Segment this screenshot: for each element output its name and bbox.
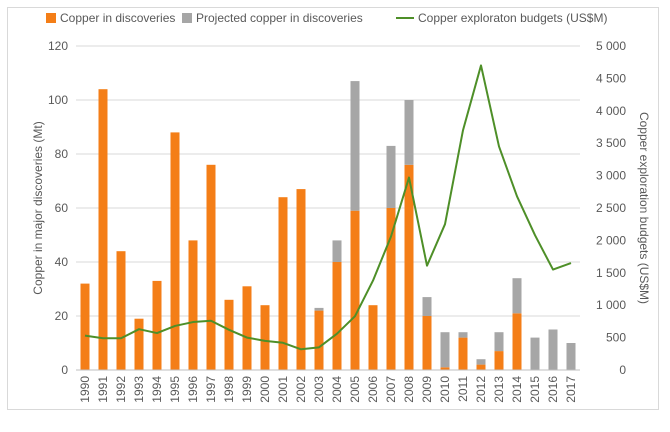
x-tick-label: 2002 bbox=[294, 376, 308, 403]
y2-tick-label: 500 bbox=[606, 331, 626, 345]
y-tick-label: 120 bbox=[48, 39, 68, 53]
bar-copper-discoveries bbox=[351, 211, 360, 370]
x-tick-label: 1991 bbox=[96, 376, 110, 403]
y2-tick-label: 3 500 bbox=[596, 136, 626, 150]
bar-projected-copper bbox=[513, 278, 522, 313]
x-tick-label: 2010 bbox=[438, 376, 452, 403]
y-tick-label: 0 bbox=[61, 363, 68, 377]
bar-copper-discoveries bbox=[333, 262, 342, 370]
y2-tick-label: 2 000 bbox=[596, 233, 626, 247]
bar-copper-discoveries bbox=[153, 281, 162, 370]
y2-tick-label: 0 bbox=[619, 363, 626, 377]
bar-copper-discoveries bbox=[99, 89, 108, 370]
bar-copper-discoveries bbox=[225, 300, 234, 370]
x-tick-label: 2013 bbox=[492, 376, 506, 403]
x-tick-label: 1996 bbox=[186, 376, 200, 403]
bar-projected-copper bbox=[441, 332, 450, 367]
bar-projected-copper bbox=[459, 332, 468, 337]
legend: Copper in discoveries Projected copper in… bbox=[46, 11, 607, 25]
x-tick-label: 1998 bbox=[222, 376, 236, 403]
x-tick-label: 1992 bbox=[114, 376, 128, 403]
y2-tick-label: 4 000 bbox=[596, 104, 626, 118]
bar-copper-discoveries bbox=[477, 365, 486, 370]
x-tick-label: 2001 bbox=[276, 376, 290, 403]
x-tick-label: 2008 bbox=[402, 376, 416, 403]
x-tick-label: 2017 bbox=[564, 376, 578, 403]
y2-tick-label: 2 500 bbox=[596, 201, 626, 215]
x-tick-label: 2005 bbox=[348, 376, 362, 403]
bar-copper-discoveries bbox=[207, 165, 216, 370]
legend-label: Copper in discoveries bbox=[60, 11, 175, 25]
y2-axis-title: Copper exploration budgets (US$M) bbox=[637, 112, 651, 304]
bar-copper-discoveries bbox=[387, 208, 396, 370]
bar-projected-copper bbox=[387, 146, 396, 208]
bar-projected-copper bbox=[405, 100, 414, 165]
y-tick-label: 60 bbox=[55, 201, 69, 215]
legend-label: Copper exploraton budgets (US$M) bbox=[418, 11, 607, 25]
bar-copper-discoveries bbox=[369, 305, 378, 370]
bar-copper-discoveries bbox=[117, 251, 126, 370]
bar-copper-discoveries bbox=[513, 313, 522, 370]
x-tick-label: 1995 bbox=[168, 376, 182, 403]
x-tick-label: 2011 bbox=[456, 376, 470, 402]
y-tick-label: 40 bbox=[55, 255, 69, 269]
bar-copper-discoveries bbox=[135, 319, 144, 370]
x-tick-label: 2004 bbox=[330, 376, 344, 403]
bar-copper-discoveries bbox=[243, 286, 252, 370]
x-tick-label: 2014 bbox=[510, 376, 524, 403]
x-tick-label: 2009 bbox=[420, 376, 434, 403]
bar-projected-copper bbox=[351, 81, 360, 211]
bar-projected-copper bbox=[423, 297, 432, 316]
x-tick-label: 1990 bbox=[78, 376, 92, 403]
bar-projected-copper bbox=[567, 343, 576, 370]
x-tick-label: 1999 bbox=[240, 376, 254, 403]
bar-copper-discoveries bbox=[261, 305, 270, 370]
bar-projected-copper bbox=[477, 359, 486, 364]
y-axis-title: Copper in major discoveries (Mt) bbox=[31, 121, 45, 294]
y2-tick-label: 3 000 bbox=[596, 169, 626, 183]
y-tick-label: 100 bbox=[48, 93, 68, 107]
legend-swatch-copper bbox=[46, 13, 56, 23]
bar-copper-discoveries bbox=[495, 351, 504, 370]
bar-projected-copper bbox=[549, 330, 558, 371]
x-tick-label: 2015 bbox=[528, 376, 542, 403]
x-tick-label: 2000 bbox=[258, 376, 272, 403]
bar-copper-discoveries bbox=[297, 189, 306, 370]
y-tick-label: 20 bbox=[55, 309, 69, 323]
bar-copper-discoveries bbox=[81, 284, 90, 370]
bar-projected-copper bbox=[495, 332, 504, 351]
bar-projected-copper bbox=[315, 308, 324, 311]
bar-copper-discoveries bbox=[423, 316, 432, 370]
legend-swatch-projected bbox=[182, 13, 192, 23]
x-tick-label: 2012 bbox=[474, 376, 488, 403]
y2-tick-label: 4 500 bbox=[596, 71, 626, 85]
y2-tick-label: 1 500 bbox=[596, 266, 626, 280]
bar-projected-copper bbox=[333, 240, 342, 262]
x-tick-label: 1994 bbox=[150, 376, 164, 403]
legend-label: Projected copper in discoveries bbox=[196, 11, 363, 25]
y-tick-label: 80 bbox=[55, 147, 69, 161]
bar-copper-discoveries bbox=[171, 132, 180, 370]
bar-copper-discoveries bbox=[189, 240, 198, 370]
y2-tick-label: 5 000 bbox=[596, 39, 626, 53]
bar-copper-discoveries bbox=[315, 311, 324, 370]
x-tick-label: 2003 bbox=[312, 376, 326, 403]
x-tick-label: 2016 bbox=[546, 376, 560, 403]
x-tick-label: 2007 bbox=[384, 376, 398, 403]
x-tick-label: 1997 bbox=[204, 376, 218, 403]
x-tick-label: 1993 bbox=[132, 376, 146, 403]
y2-tick-label: 1 000 bbox=[596, 298, 626, 312]
bar-copper-discoveries bbox=[459, 338, 468, 370]
bar-projected-copper bbox=[531, 338, 540, 370]
x-tick-label: 2006 bbox=[366, 376, 380, 403]
